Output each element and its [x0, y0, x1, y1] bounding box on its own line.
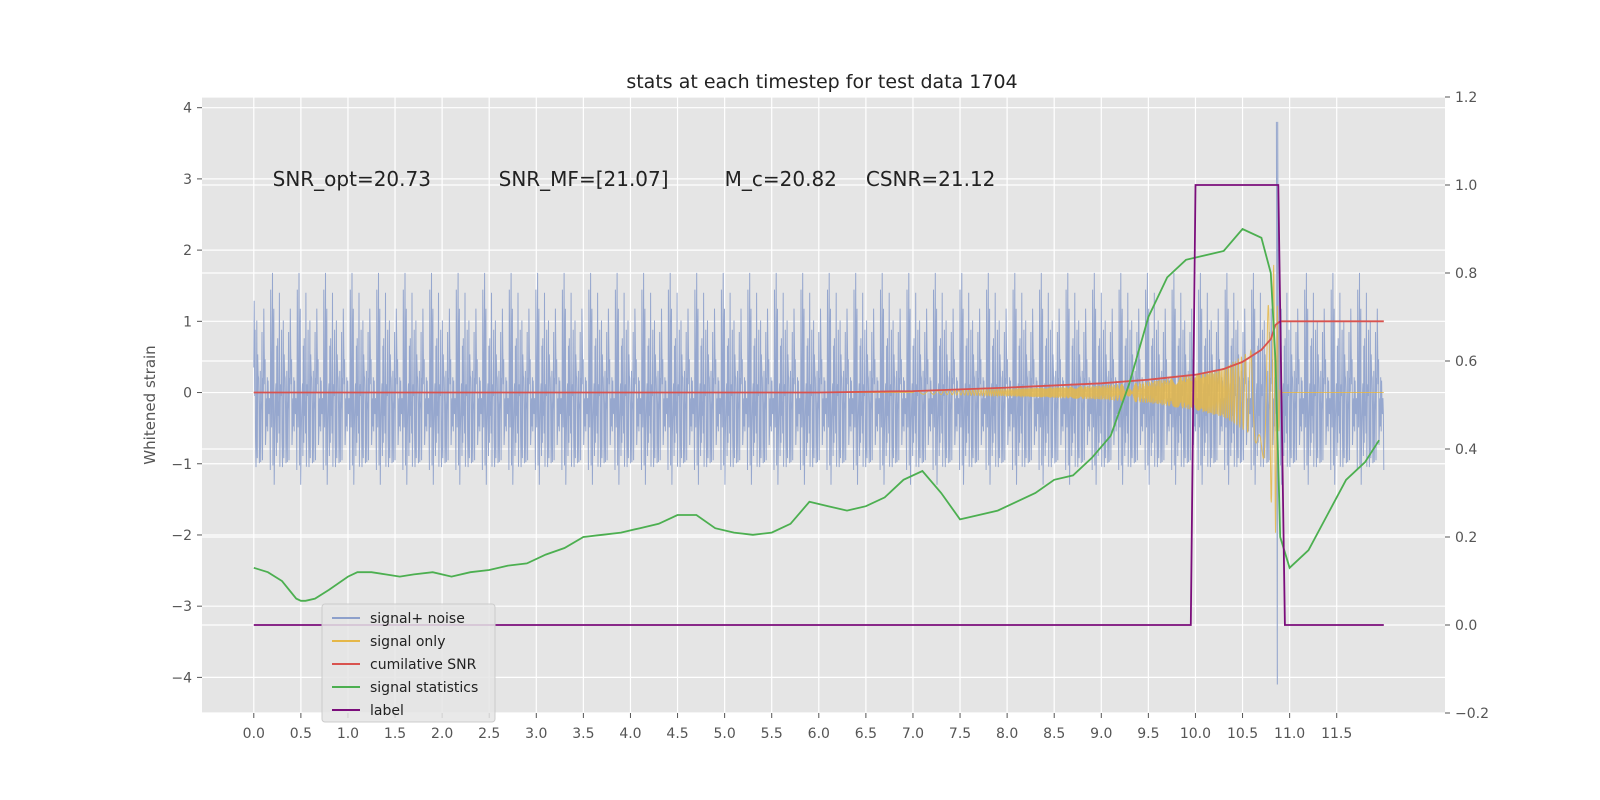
series-signal-only — [253, 264, 1384, 533]
annotations: SNR_opt=20.73 SNR_MF=[21.07] M_c=20.82 CSNR… — [273, 167, 996, 191]
x-tick-label: 5.5 — [761, 726, 783, 742]
x-tick-label: 1.0 — [337, 726, 359, 742]
chart-title: stats at each timestep for test data 170… — [626, 71, 1017, 93]
y-tick-label: 2 — [183, 243, 192, 259]
x-tick-label: 11.5 — [1321, 726, 1352, 742]
annotation: SNR_opt=20.73 — [273, 167, 431, 191]
legend-entry: label — [370, 703, 404, 719]
y2-tick-label: 0.8 — [1455, 266, 1477, 282]
x-tick-label: 8.5 — [1043, 726, 1065, 742]
x-tick-label: 0.5 — [290, 726, 312, 742]
x-tick-label: 8.0 — [996, 726, 1018, 742]
y-tick-label: 4 — [183, 101, 192, 117]
y2-tick-label: −0.2 — [1455, 706, 1489, 722]
y-tick-label: −4 — [171, 670, 192, 686]
x-tick-label: 6.5 — [855, 726, 877, 742]
legend-entry: signal only — [370, 634, 445, 650]
y-tick-label: −1 — [171, 457, 192, 473]
series-layer — [253, 121, 1385, 685]
y-axis-label: Whitened strain — [141, 345, 159, 464]
x-tick-label: 10.5 — [1227, 726, 1258, 742]
annotation: SNR_MF=[21.07] — [499, 167, 669, 191]
y-tick-label: −2 — [171, 528, 192, 544]
y2-tick-label: 1.0 — [1455, 178, 1477, 194]
x-tick-label: 11.0 — [1274, 726, 1305, 742]
series-label — [253, 184, 1384, 626]
x-tick-label: 10.0 — [1180, 726, 1211, 742]
x-tick-label: 2.0 — [431, 726, 453, 742]
legend-entry: cumilative SNR — [370, 657, 477, 673]
legend: signal+ noise signal only cumilative SNR si… — [321, 603, 496, 723]
y-axis-left: 4 3 2 1 0 −1 −2 −3 −4 — [171, 101, 202, 686]
legend-entry: signal statistics — [370, 680, 478, 696]
y-tick-label: 1 — [183, 314, 192, 330]
x-tick-label: 9.5 — [1137, 726, 1159, 742]
y2-tick-label: 0.0 — [1455, 618, 1477, 634]
series-signal-statistics — [253, 227, 1380, 602]
annotation: CSNR=21.12 — [866, 167, 996, 191]
legend-entry: signal+ noise — [370, 611, 465, 627]
x-tick-label: 4.5 — [666, 726, 688, 742]
y2-tick-label: 0.2 — [1455, 530, 1477, 546]
y2-tick-label: 0.6 — [1455, 354, 1477, 370]
annotation: M_c=20.82 — [725, 167, 837, 191]
y2-tick-label: 1.2 — [1455, 90, 1477, 106]
x-tick-label: 0.0 — [243, 726, 265, 742]
x-tick-label: 7.0 — [902, 726, 924, 742]
x-tick-label: 7.5 — [949, 726, 971, 742]
x-tick-label: 9.0 — [1090, 726, 1112, 742]
x-tick-label: 6.0 — [808, 726, 830, 742]
x-tick-label: 3.5 — [572, 726, 594, 742]
y-tick-label: 3 — [183, 172, 192, 188]
x-tick-label: 4.0 — [619, 726, 641, 742]
x-tick-label: 3.0 — [525, 726, 547, 742]
series-cumulative-snr — [253, 320, 1384, 394]
y-axis-right: 1.2 1.0 0.8 0.6 0.4 0.2 0.0 −0.2 — [1445, 90, 1489, 722]
x-tick-label: 2.5 — [478, 726, 500, 742]
y-tick-label: −3 — [171, 599, 192, 615]
legend-box — [321, 603, 496, 723]
x-tick-label: 5.0 — [713, 726, 735, 742]
y-tick-label: 0 — [183, 386, 192, 402]
x-tick-label: 1.5 — [384, 726, 406, 742]
y2-tick-label: 0.4 — [1455, 442, 1477, 458]
x-axis: 0.0 0.5 1.0 1.5 2.0 2.5 3.0 3.5 4.0 4.5 5.0 5.5 6.0 6… — [243, 713, 1352, 742]
